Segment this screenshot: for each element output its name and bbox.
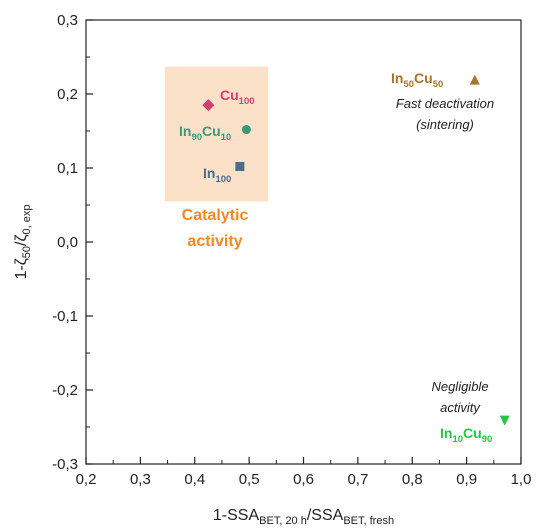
data-point <box>469 74 480 85</box>
label-in50cu50: In50Cu50 <box>391 70 443 90</box>
annotation-negligible: Negligible <box>431 379 488 394</box>
region-label-catalytic: Catalytic <box>182 207 249 224</box>
label-in90cu10: In90Cu10 <box>179 123 231 143</box>
catalytic-activity-region <box>164 66 269 202</box>
data-point <box>235 162 245 172</box>
y-axis-title: 1-ζ50/ζ0, exp <box>13 205 33 280</box>
y-tick-label: -0,2 <box>52 382 78 399</box>
annotation-activity: activity <box>440 400 481 415</box>
y-tick-label: 0,2 <box>57 86 78 103</box>
x-tick-label: 0,3 <box>130 471 151 488</box>
x-tick-label: 0,8 <box>402 471 423 488</box>
x-tick-label: 0,4 <box>184 471 205 488</box>
annotation-sintering: (sintering) <box>416 117 474 132</box>
x-tick-label: 0,2 <box>76 471 97 488</box>
plot-frame <box>85 19 522 465</box>
y-tick-label: -0,1 <box>52 308 78 325</box>
x-tick-label: 1,0 <box>511 471 532 488</box>
x-tick-label: 0,6 <box>293 471 314 488</box>
tick-labels: 0,2 0,3 0,4 0,5 0,6 0,7 0,8 0,9 1,0 -0,3 -0,2 -0,1 0… <box>52 12 531 488</box>
y-tick-label: 0,0 <box>57 234 78 251</box>
x-tick-label: 0,7 <box>347 471 368 488</box>
label-in100: In100 <box>203 165 231 185</box>
data-point <box>241 125 251 135</box>
data-point <box>499 415 510 426</box>
y-tick-label: 0,1 <box>57 160 78 177</box>
x-tick-label: 0,5 <box>239 471 260 488</box>
region-label-activity: activity <box>187 233 242 250</box>
x-axis-title: 1-SSABET, 20 h/SSABET, fresh <box>213 507 394 527</box>
data-points <box>202 74 510 426</box>
label-cu100: Cu100 <box>220 87 255 107</box>
axis-ticks <box>85 19 522 465</box>
label-in10cu90: In10Cu90 <box>440 425 492 445</box>
x-tick-label: 0,9 <box>456 471 477 488</box>
annotation-fast-deactivation: Fast deactivation <box>396 96 494 111</box>
y-tick-label: 0,3 <box>57 12 78 29</box>
y-tick-label: -0,3 <box>52 456 78 473</box>
data-point <box>202 99 215 112</box>
